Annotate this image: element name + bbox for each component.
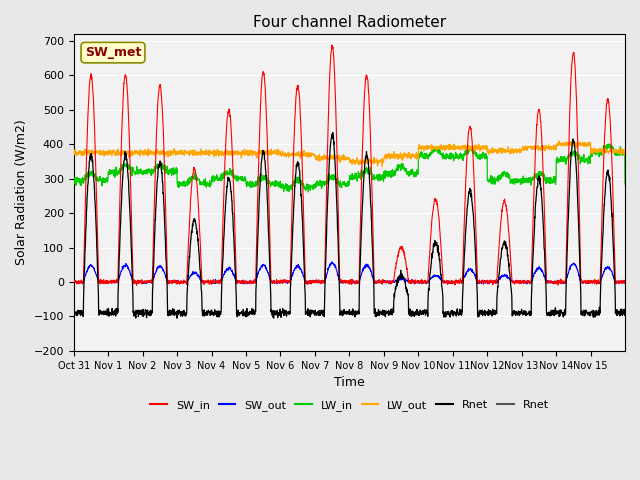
Title: Four channel Radiometer: Four channel Radiometer (253, 15, 446, 30)
Text: SW_met: SW_met (85, 46, 141, 59)
X-axis label: Time: Time (334, 376, 365, 389)
Y-axis label: Solar Radiation (W/m2): Solar Radiation (W/m2) (15, 120, 28, 265)
Legend: SW_in, SW_out, LW_in, LW_out, Rnet, Rnet: SW_in, SW_out, LW_in, LW_out, Rnet, Rnet (146, 395, 553, 415)
